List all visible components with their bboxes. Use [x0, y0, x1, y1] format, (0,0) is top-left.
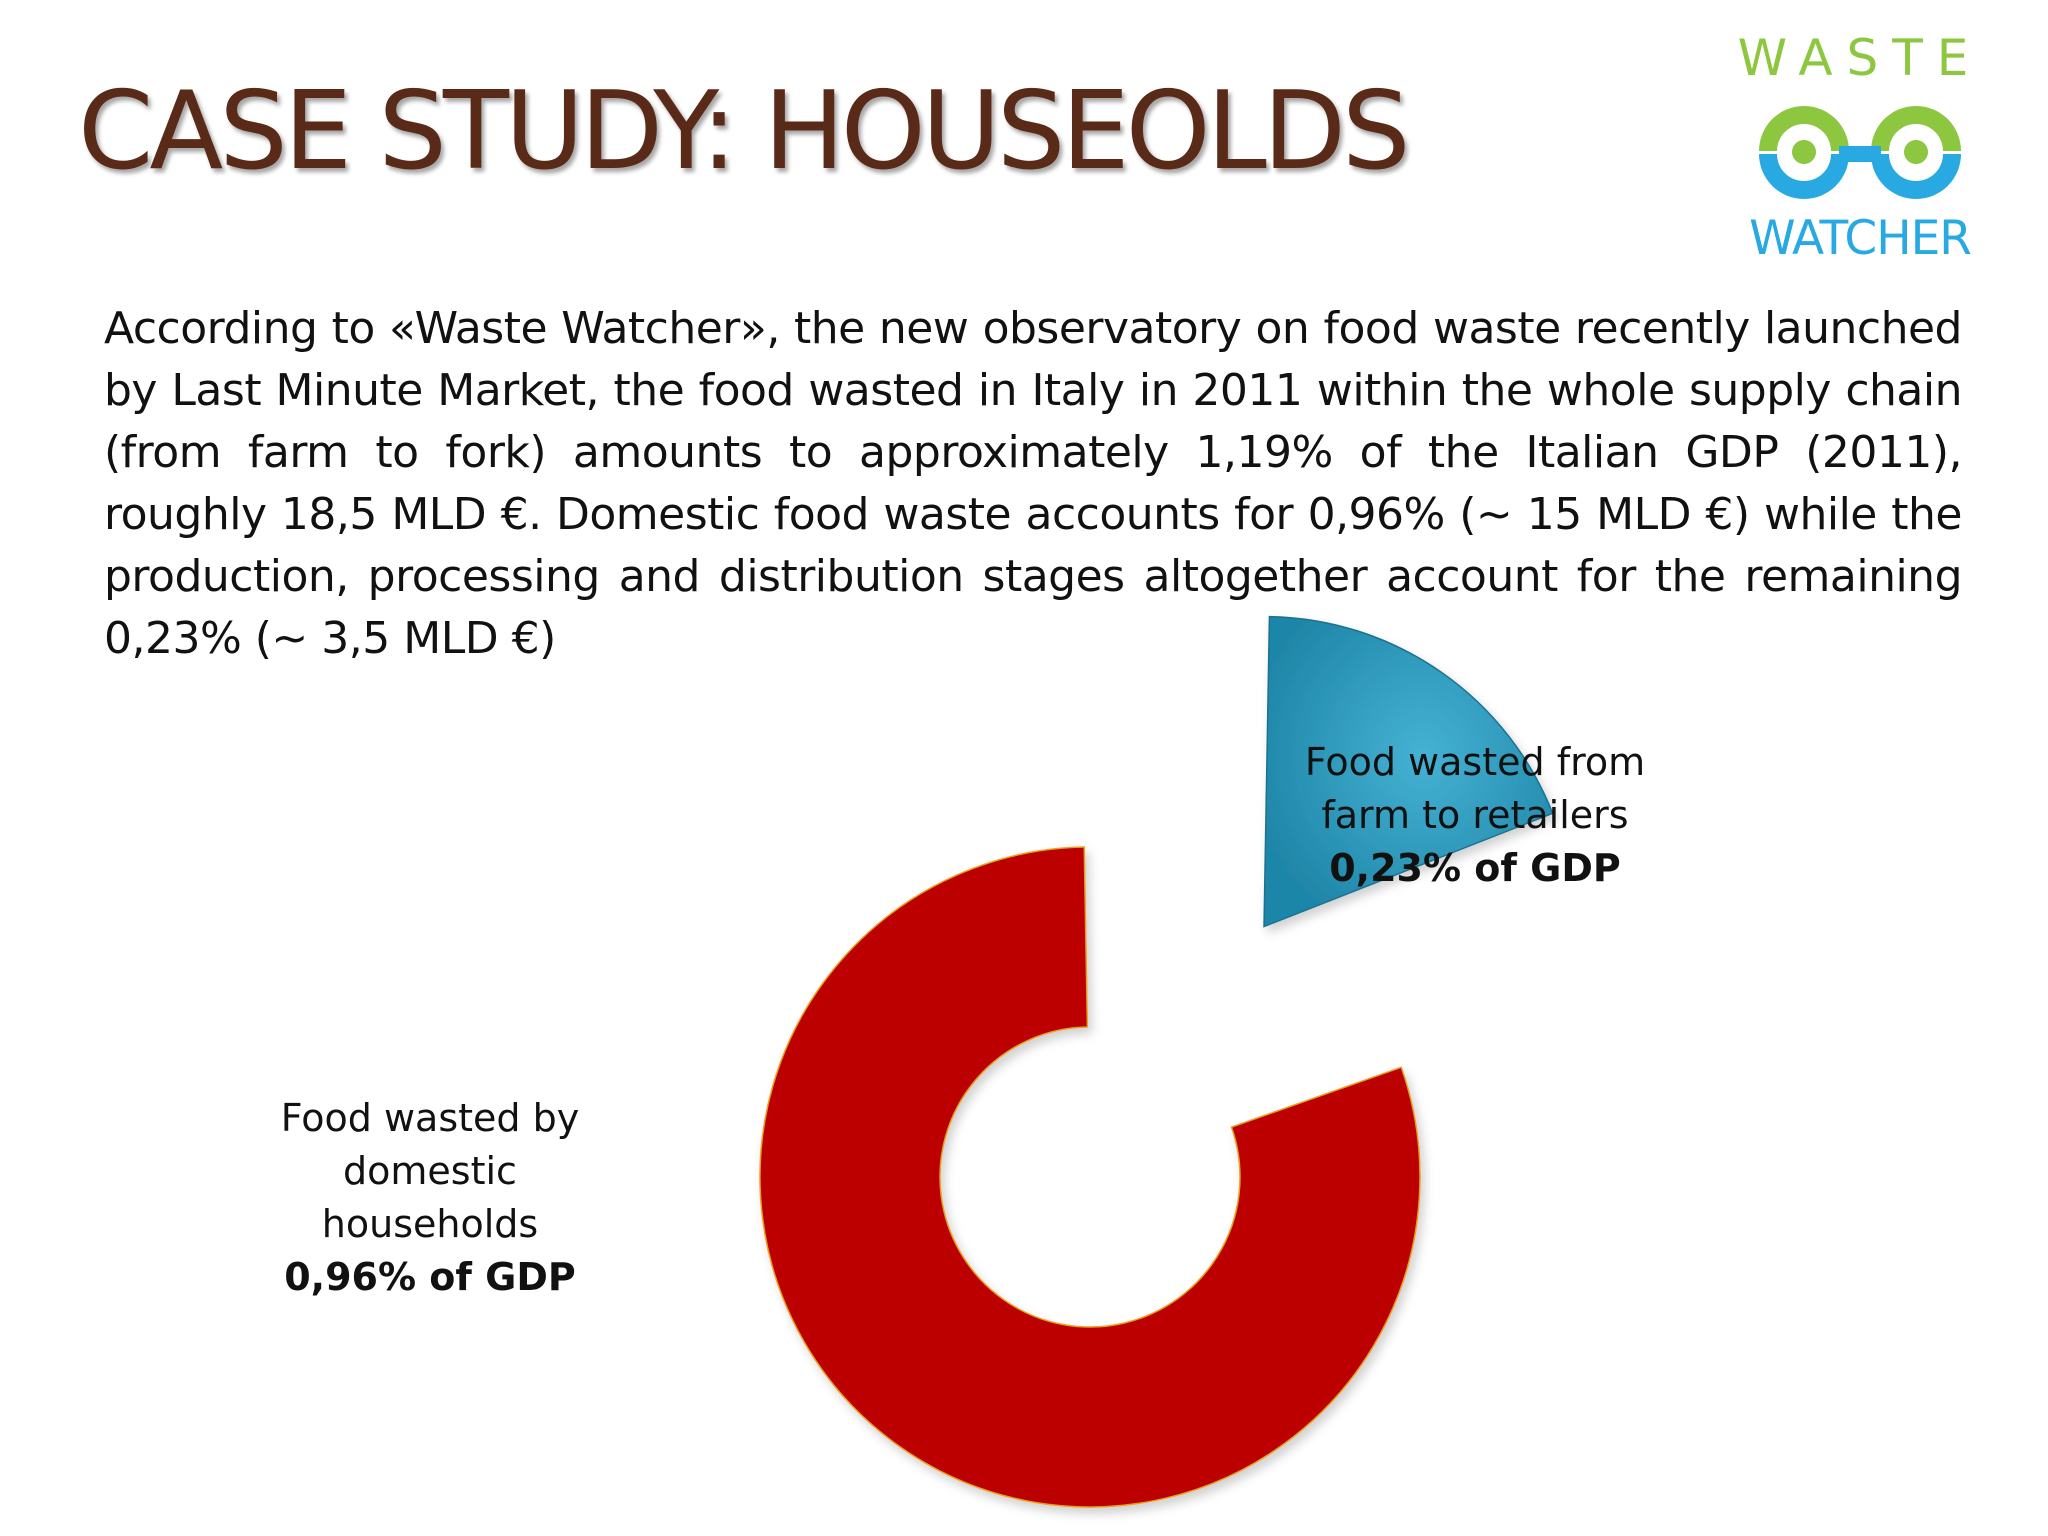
waste-watcher-logo: WASTE WATCHER: [1735, 28, 1985, 268]
label-domestic-households: Food wasted by domestic households 0,96%…: [230, 1092, 630, 1304]
label-domestic-line-2: domestic: [343, 1149, 517, 1193]
label-farm-line-1: Food wasted from: [1304, 740, 1646, 784]
slice-domestic-households: [759, 846, 1421, 1508]
label-domestic-line-3: households: [321, 1202, 539, 1246]
logo-bottom-text: WATCHER: [1749, 211, 1972, 266]
label-domestic-line-1: Food wasted by: [280, 1096, 580, 1140]
logo-top-text: WASTE: [1737, 29, 1983, 87]
slide-title: CASE STUDY: HOUSEOLDS: [78, 69, 1411, 194]
label-farm-to-retailers: Food wasted from farm to retailers 0,23%…: [1265, 736, 1685, 895]
logo-eyes-icon: [1759, 106, 1961, 199]
intro-paragraph: According to «Waste Watcher», the new ob…: [104, 303, 1963, 664]
label-farm-value: 0,23% of GDP: [1329, 846, 1621, 890]
label-farm-line-2: farm to retailers: [1321, 793, 1629, 837]
label-domestic-value: 0,96% of GDP: [284, 1255, 576, 1299]
slice-farm-to-retailers: [1263, 615, 1554, 928]
